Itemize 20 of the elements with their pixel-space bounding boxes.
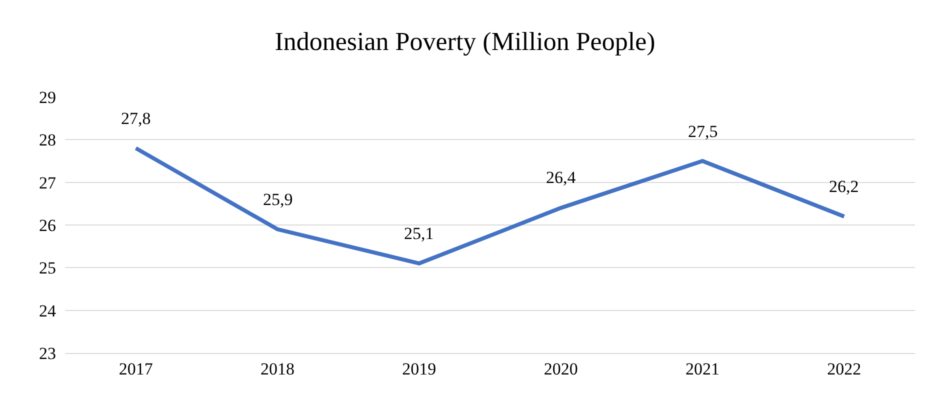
data-label: 25,9 bbox=[263, 190, 293, 209]
y-tick-label: 29 bbox=[39, 88, 56, 107]
data-label: 26,4 bbox=[546, 168, 576, 187]
chart-title: Indonesian Poverty (Million People) bbox=[274, 26, 656, 56]
data-label: 27,5 bbox=[688, 122, 718, 141]
y-tick-label: 27 bbox=[39, 173, 56, 192]
x-tick-label: 2020 bbox=[544, 360, 578, 379]
y-tick-label: 23 bbox=[39, 344, 56, 363]
y-tick-label: 26 bbox=[39, 216, 56, 235]
data-label: 26,2 bbox=[829, 177, 859, 196]
data-label: 25,1 bbox=[404, 224, 434, 243]
data-label: 27,8 bbox=[121, 109, 151, 128]
y-tick-label: 28 bbox=[39, 130, 56, 150]
x-tick-label: 2021 bbox=[686, 360, 720, 379]
y-tick-label: 25 bbox=[39, 258, 56, 278]
x-tick-label: 2019 bbox=[402, 360, 436, 379]
x-tick-label: 2017 bbox=[118, 360, 154, 379]
y-tick-label: 24 bbox=[39, 301, 56, 320]
x-tick-label: 2018 bbox=[260, 360, 294, 379]
x-tick-label: 2022 bbox=[827, 360, 862, 379]
